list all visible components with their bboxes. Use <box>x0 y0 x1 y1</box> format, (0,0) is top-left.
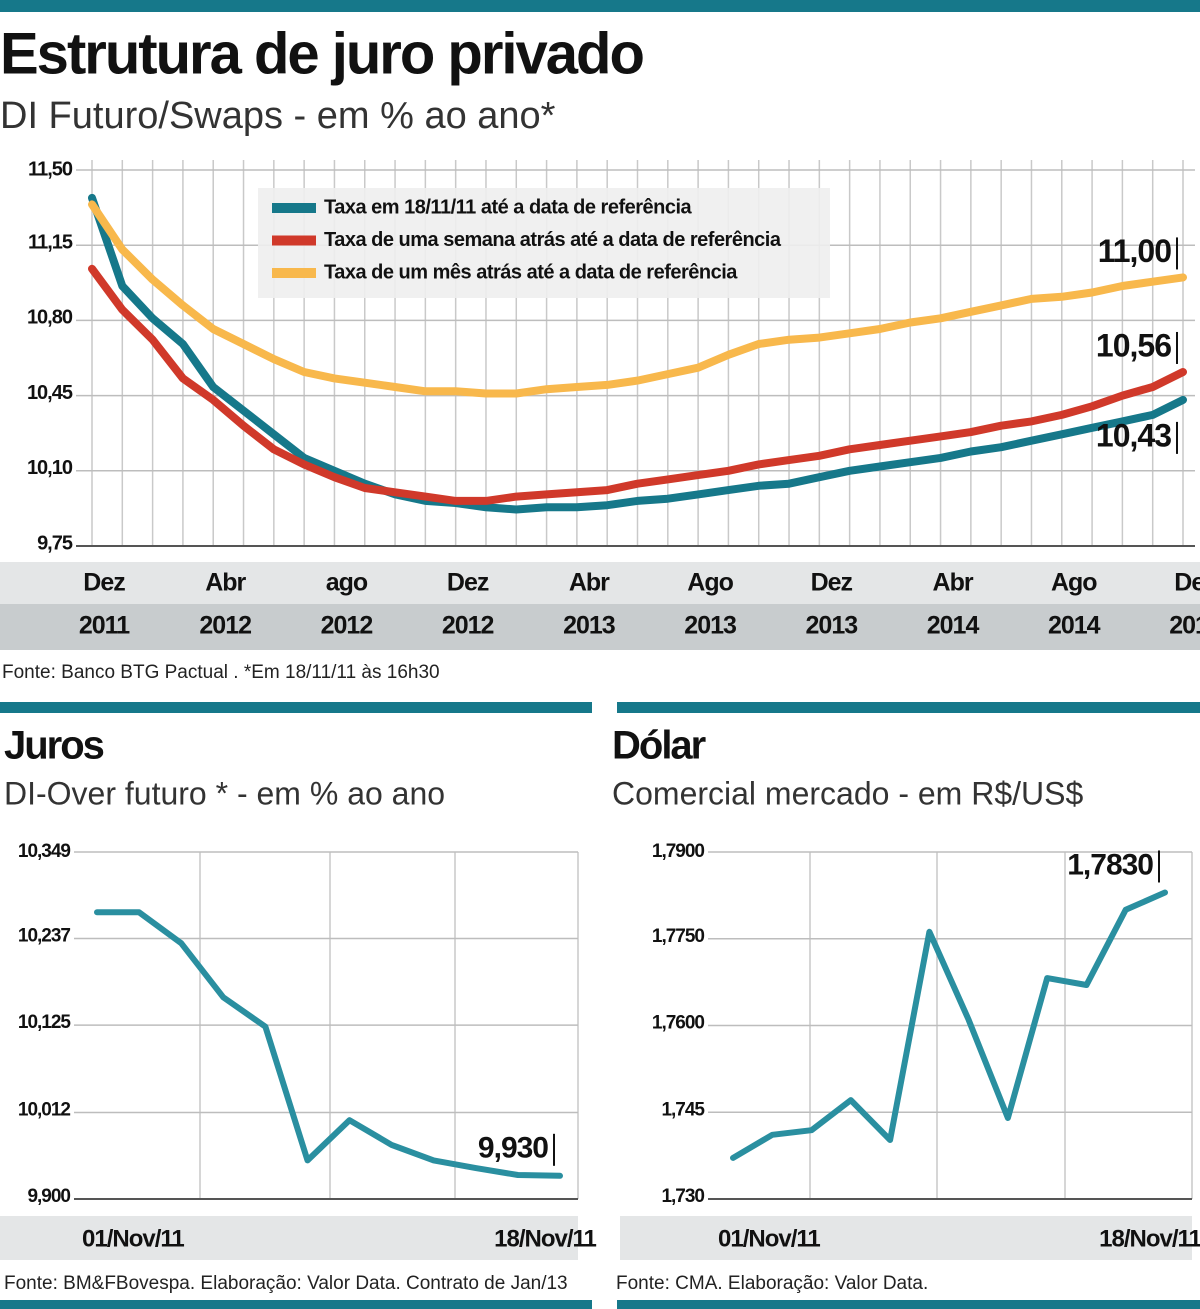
section-bar <box>617 702 1200 713</box>
x-tick-label: 01/Nov/11 <box>718 1225 820 1252</box>
value-label: 10,56 <box>1096 327 1171 363</box>
y-tick-label: 11,15 <box>28 231 73 253</box>
chart-title: Dólar <box>612 724 706 768</box>
source: Fonte: BM&FBovespa. Elaboração: Valor Da… <box>4 1273 568 1294</box>
x-tick-label: Dez <box>811 569 853 597</box>
series-line <box>94 909 563 1179</box>
y-tick-label: 10,237 <box>18 926 71 947</box>
x-tick-label: 18/Nov/11 <box>494 1225 596 1252</box>
x-tick-label: Abr <box>205 569 246 597</box>
x-tick-label: Abr <box>933 569 974 597</box>
x-tick-label: Dez <box>1174 569 1200 597</box>
x-tick-label: Ago <box>1051 569 1097 597</box>
x-tick-label: Ago <box>687 569 733 597</box>
y-tick-label: 10,125 <box>18 1012 72 1033</box>
source: Fonte: CMA. Elaboração: Valor Data. <box>616 1273 928 1294</box>
x-tick-label: Dez <box>447 569 489 597</box>
legend-label: Taxa de um mês atrás até a data de refer… <box>324 261 738 283</box>
chart-title: Estrutura de juro privado <box>0 21 643 86</box>
x-band <box>0 562 1200 604</box>
series-line <box>88 264 1187 505</box>
series-line <box>88 193 1187 514</box>
x-tick-label: 2014 <box>1169 612 1200 640</box>
x-tick-label: 2013 <box>806 612 858 640</box>
chart-title: Juros <box>4 724 104 768</box>
x-tick-label: 01/Nov/11 <box>82 1225 184 1252</box>
y-tick-label: 9,900 <box>27 1186 70 1207</box>
y-tick-label: 9,75 <box>37 532 73 554</box>
y-tick-label: 10,45 <box>27 382 73 404</box>
chart-subtitle: DI-Over futuro * - em % ao ano <box>4 775 445 811</box>
top-bar <box>0 0 1200 12</box>
x-tick-label: 18/Nov/11 <box>1099 1225 1200 1252</box>
y-tick-label: 1,730 <box>661 1186 704 1207</box>
x-tick-label: 2012 <box>199 612 251 640</box>
x-tick-label: ago <box>326 569 368 597</box>
x-tick-label: 2014 <box>927 612 980 640</box>
x-band <box>0 1216 578 1260</box>
x-tick-label: 2014 <box>1048 612 1101 640</box>
y-tick-label: 10,10 <box>27 457 73 479</box>
bottom-bar <box>617 1300 1200 1309</box>
y-tick-label: 1,745 <box>661 1099 705 1120</box>
chart-subtitle: Comercial mercado - em R$/US$ <box>612 775 1083 811</box>
y-tick-label: 10,012 <box>18 1099 71 1120</box>
value-label: 9,930 <box>478 1132 548 1165</box>
legend-label: Taxa em 18/11/11 até a data de referênci… <box>324 196 693 218</box>
x-tick-label: Dez <box>83 569 125 597</box>
x-tick-label: Abr <box>569 569 610 597</box>
value-label: 11,00 <box>1098 233 1172 269</box>
source: Fonte: Banco BTG Pactual . *Em 18/11/11 … <box>2 662 440 683</box>
series-line <box>730 889 1168 1161</box>
x-tick-label: 2013 <box>684 612 736 640</box>
section-bar <box>0 702 592 713</box>
y-tick-label: 10,80 <box>27 307 73 329</box>
legend-box <box>258 188 830 298</box>
x-band <box>620 1216 1192 1260</box>
series-line <box>88 200 1187 398</box>
y-tick-label: 1,7900 <box>652 841 705 862</box>
x-tick-label: 2012 <box>321 612 373 640</box>
value-label: 10,43 <box>1096 417 1171 453</box>
y-tick-label: 11,50 <box>28 158 73 180</box>
y-tick-label: 10,349 <box>18 841 71 862</box>
x-band <box>0 604 1200 650</box>
chart-subtitle: DI Futuro/Swaps - em % ao ano* <box>0 95 556 137</box>
x-tick-label: 2012 <box>442 612 494 640</box>
y-tick-label: 1,7750 <box>652 926 705 947</box>
bottom-bar <box>0 1300 592 1309</box>
value-label: 1,7830 <box>1067 848 1153 881</box>
y-tick-label: 1,7600 <box>652 1013 705 1034</box>
legend-label: Taxa de uma semana atrás até a data de r… <box>324 229 782 251</box>
x-tick-label: 2013 <box>563 612 615 640</box>
x-tick-label: 2011 <box>79 612 130 640</box>
